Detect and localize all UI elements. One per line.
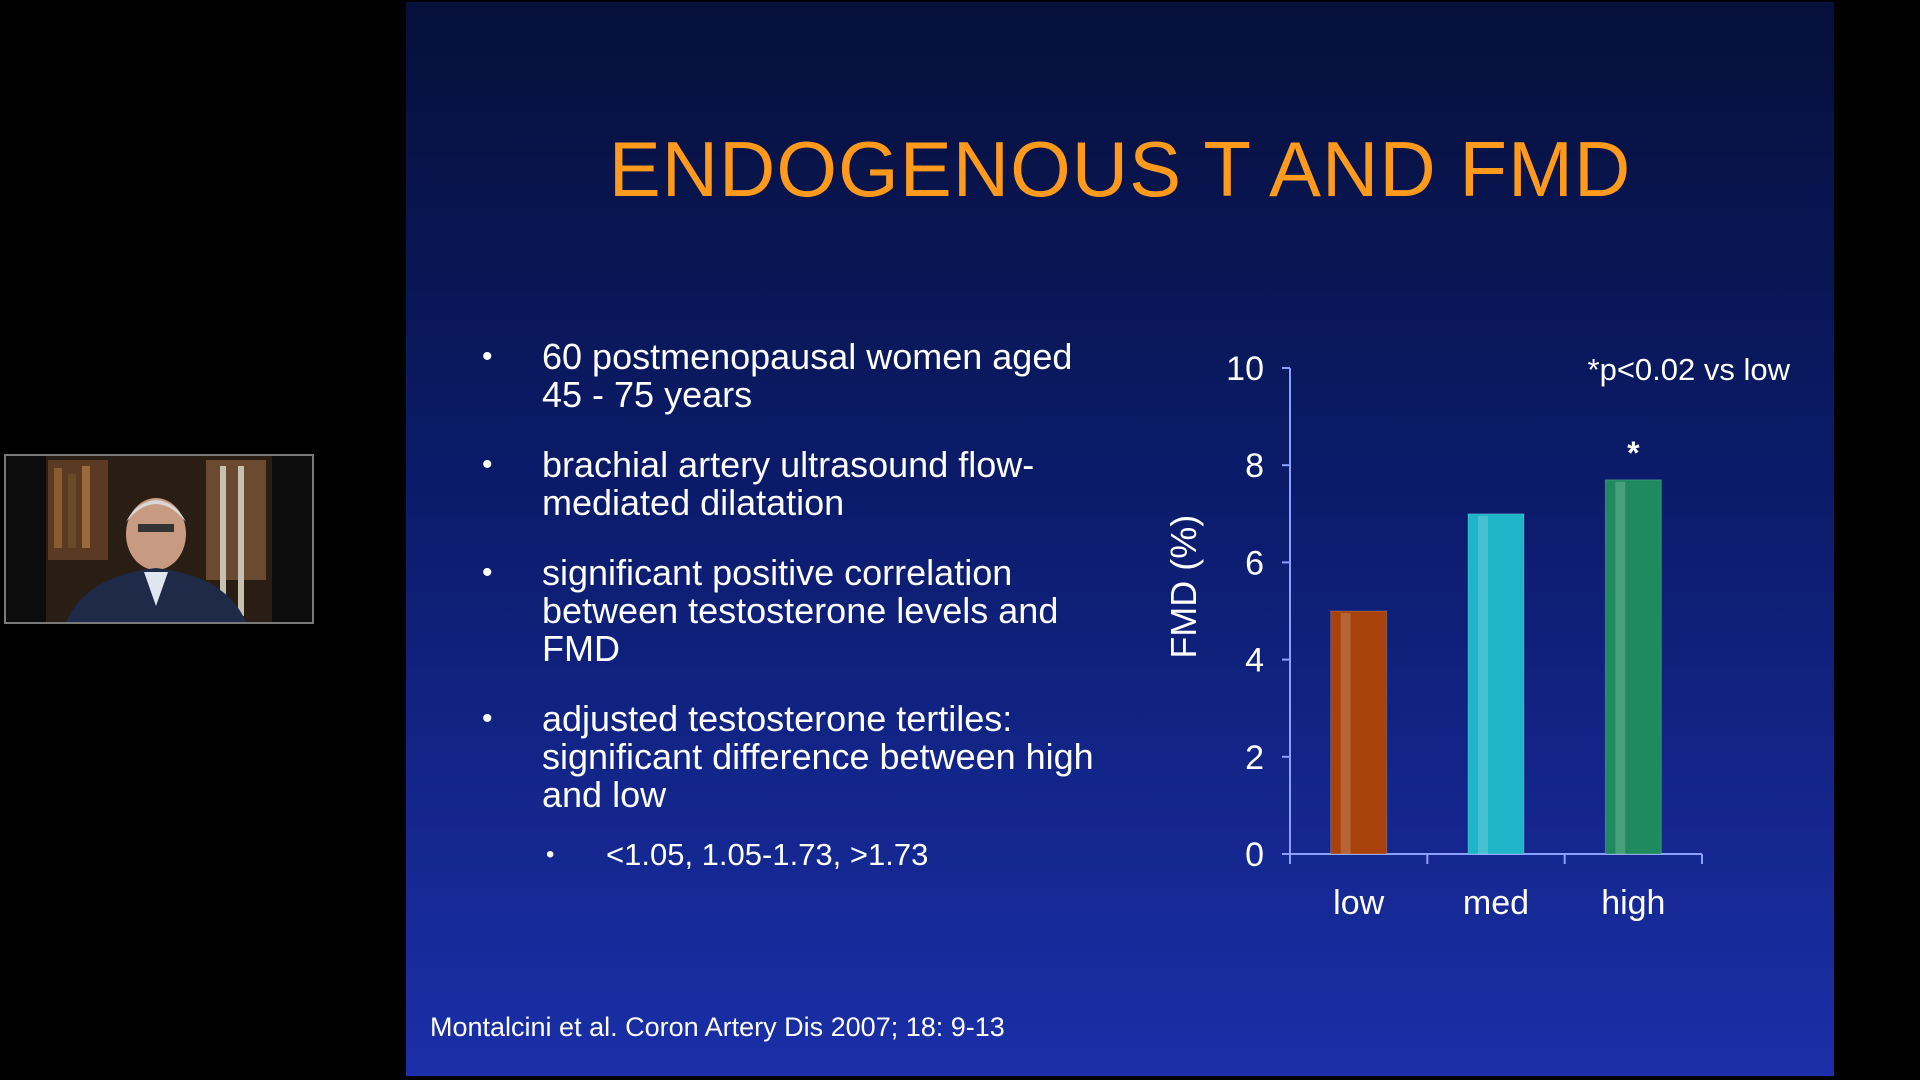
bullet-list: • 60 postmenopausal women aged 45 - 75 y… (482, 338, 1102, 874)
y-tick-label: 10 (1226, 350, 1264, 388)
bullet-item: • brachial artery ultrasound flow-mediat… (482, 446, 1102, 522)
bullet-dot: • (482, 448, 493, 481)
bar-highlight (1340, 613, 1351, 854)
y-tick-label: 6 (1245, 544, 1264, 582)
bar-med (1467, 513, 1525, 855)
bullet-text: adjusted testosterone tertiles: signific… (542, 698, 1094, 815)
y-tick-label: 4 (1245, 642, 1264, 680)
y-axis-label: FMD (%) (1163, 515, 1204, 659)
y-tick-label: 2 (1245, 739, 1264, 777)
bullet-text: brachial artery ultrasound flow-mediated… (542, 444, 1035, 523)
x-category-label: high (1601, 884, 1665, 922)
slide-title: ENDOGENOUS T AND FMD (608, 125, 1632, 213)
bullet-dot: • (482, 702, 493, 735)
y-tick-label: 8 (1245, 447, 1264, 485)
presentation-slide: ENDOGENOUS T AND FMD • 60 postmenopausal… (406, 2, 1834, 1076)
fmd-bar-chart: 0 2 4 6 8 10 low med high * FMD (%) *p<0.02 vs low (1163, 350, 1791, 922)
p-value-annotation: *p<0.02 vs low (1588, 352, 1791, 387)
sub-bullet-item: • <1.05, 1.05-1.73, >1.73 (546, 836, 1102, 874)
bullet-text: significant positive correlation between… (542, 552, 1059, 669)
x-category-label: med (1463, 884, 1529, 922)
bullet-item: • adjusted testosterone tertiles: signif… (482, 700, 1102, 814)
bullet-item: • 60 postmenopausal women aged 45 - 75 y… (482, 338, 1102, 414)
participant-video-thumbnail[interactable] (4, 454, 314, 624)
bar-high (1604, 479, 1662, 855)
bullet-dot: • (482, 556, 493, 589)
bullet-text: 60 postmenopausal women aged 45 - 75 yea… (542, 336, 1073, 415)
bar-low (1330, 610, 1388, 855)
sub-bullet-dot: • (546, 841, 555, 868)
x-category-label: low (1333, 884, 1384, 922)
sub-bullet-text: <1.05, 1.05-1.73, >1.73 (606, 837, 929, 872)
bar-highlight (1478, 515, 1488, 854)
bullet-item: • significant positive correlation betwe… (482, 554, 1102, 668)
y-tick-label: 0 (1245, 836, 1264, 874)
bullet-dot: • (482, 340, 493, 373)
bar-highlight (1615, 481, 1626, 854)
significance-star: * (1627, 435, 1640, 471)
slide-citation: Montalcini et al. Coron Artery Dis 2007;… (430, 1012, 1005, 1042)
presenter-webcam-image (6, 456, 312, 622)
